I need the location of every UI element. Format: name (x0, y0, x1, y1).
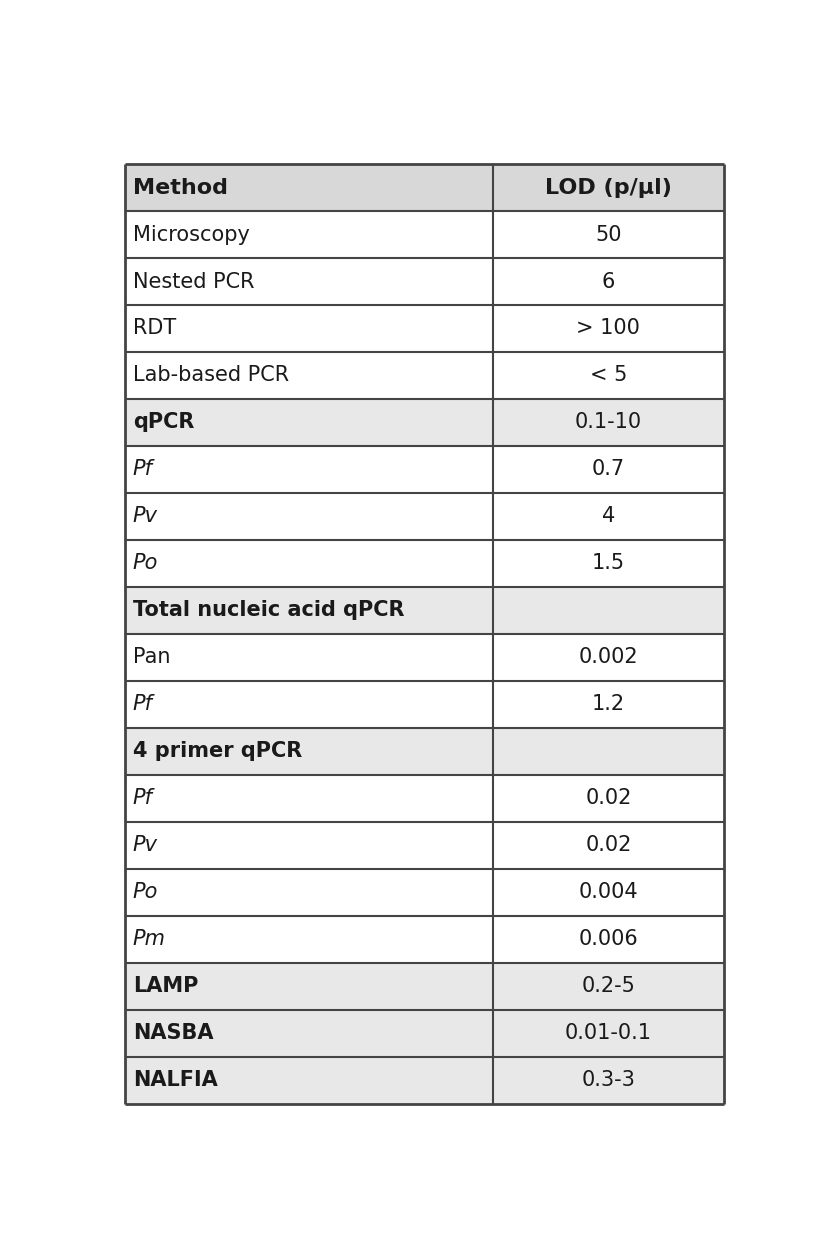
Text: 0.3-3: 0.3-3 (581, 1070, 634, 1090)
Bar (125, 727, 493, 775)
Bar (125, 1057, 493, 1103)
Text: Pv: Pv (133, 835, 158, 855)
Text: Microscopy: Microscopy (133, 224, 250, 244)
Text: 1.5: 1.5 (591, 553, 624, 573)
Bar (493, 258, 723, 305)
Text: 0.2-5: 0.2-5 (581, 977, 634, 997)
Text: Pf: Pf (133, 789, 153, 809)
Bar (125, 164, 493, 212)
Bar (125, 681, 493, 727)
Text: LOD (p/μl): LOD (p/μl) (544, 178, 671, 198)
Text: qPCR: qPCR (133, 412, 194, 432)
Text: Pf: Pf (133, 459, 153, 480)
Text: Pan: Pan (133, 647, 170, 667)
Bar (493, 352, 723, 399)
Bar (493, 587, 723, 634)
Text: NASBA: NASBA (133, 1023, 213, 1043)
Bar (493, 963, 723, 1009)
Text: Nested PCR: Nested PCR (133, 272, 254, 292)
Bar (493, 164, 723, 212)
Bar (493, 869, 723, 915)
Text: 0.7: 0.7 (591, 459, 624, 480)
Bar (125, 258, 493, 305)
Bar (125, 446, 493, 493)
Bar (125, 493, 493, 540)
Text: RDT: RDT (133, 318, 176, 338)
Bar (493, 399, 723, 446)
Bar (125, 821, 493, 869)
Text: 6: 6 (601, 272, 614, 292)
Text: 0.01-0.1: 0.01-0.1 (564, 1023, 651, 1043)
Bar (493, 305, 723, 352)
Bar (125, 352, 493, 399)
Bar (125, 1009, 493, 1057)
Text: LAMP: LAMP (133, 977, 198, 997)
Bar (493, 1057, 723, 1103)
Text: 4: 4 (601, 506, 614, 526)
Bar (125, 634, 493, 681)
Text: 4 primer qPCR: 4 primer qPCR (133, 741, 302, 761)
Text: 0.02: 0.02 (585, 789, 631, 809)
Text: Total nucleic acid qPCR: Total nucleic acid qPCR (133, 600, 404, 620)
Bar (125, 869, 493, 915)
Bar (493, 212, 723, 258)
Text: Po: Po (133, 883, 158, 903)
Text: 0.002: 0.002 (578, 647, 638, 667)
Bar (125, 540, 493, 587)
Bar (493, 681, 723, 727)
Text: NALFIA: NALFIA (133, 1070, 218, 1090)
Text: 0.1-10: 0.1-10 (574, 412, 641, 432)
Text: 50: 50 (595, 224, 621, 244)
Bar (125, 963, 493, 1009)
Bar (125, 305, 493, 352)
Bar (493, 446, 723, 493)
Text: 1.2: 1.2 (591, 695, 624, 714)
Bar (125, 775, 493, 821)
Bar (493, 727, 723, 775)
Bar (125, 399, 493, 446)
Bar (493, 1009, 723, 1057)
Text: > 100: > 100 (576, 318, 639, 338)
Bar (125, 212, 493, 258)
Bar (493, 821, 723, 869)
Text: Pv: Pv (133, 506, 158, 526)
Bar (493, 775, 723, 821)
Text: < 5: < 5 (589, 366, 626, 386)
Bar (493, 540, 723, 587)
Bar (493, 915, 723, 963)
Text: Method: Method (133, 178, 227, 198)
Text: Pf: Pf (133, 695, 153, 714)
Bar (493, 634, 723, 681)
Bar (125, 587, 493, 634)
Text: Po: Po (133, 553, 158, 573)
Text: Pm: Pm (133, 929, 165, 949)
Text: 0.006: 0.006 (578, 929, 638, 949)
Text: 0.02: 0.02 (585, 835, 631, 855)
Text: Lab-based PCR: Lab-based PCR (133, 366, 289, 386)
Text: 0.004: 0.004 (578, 883, 638, 903)
Bar (493, 493, 723, 540)
Bar (125, 915, 493, 963)
